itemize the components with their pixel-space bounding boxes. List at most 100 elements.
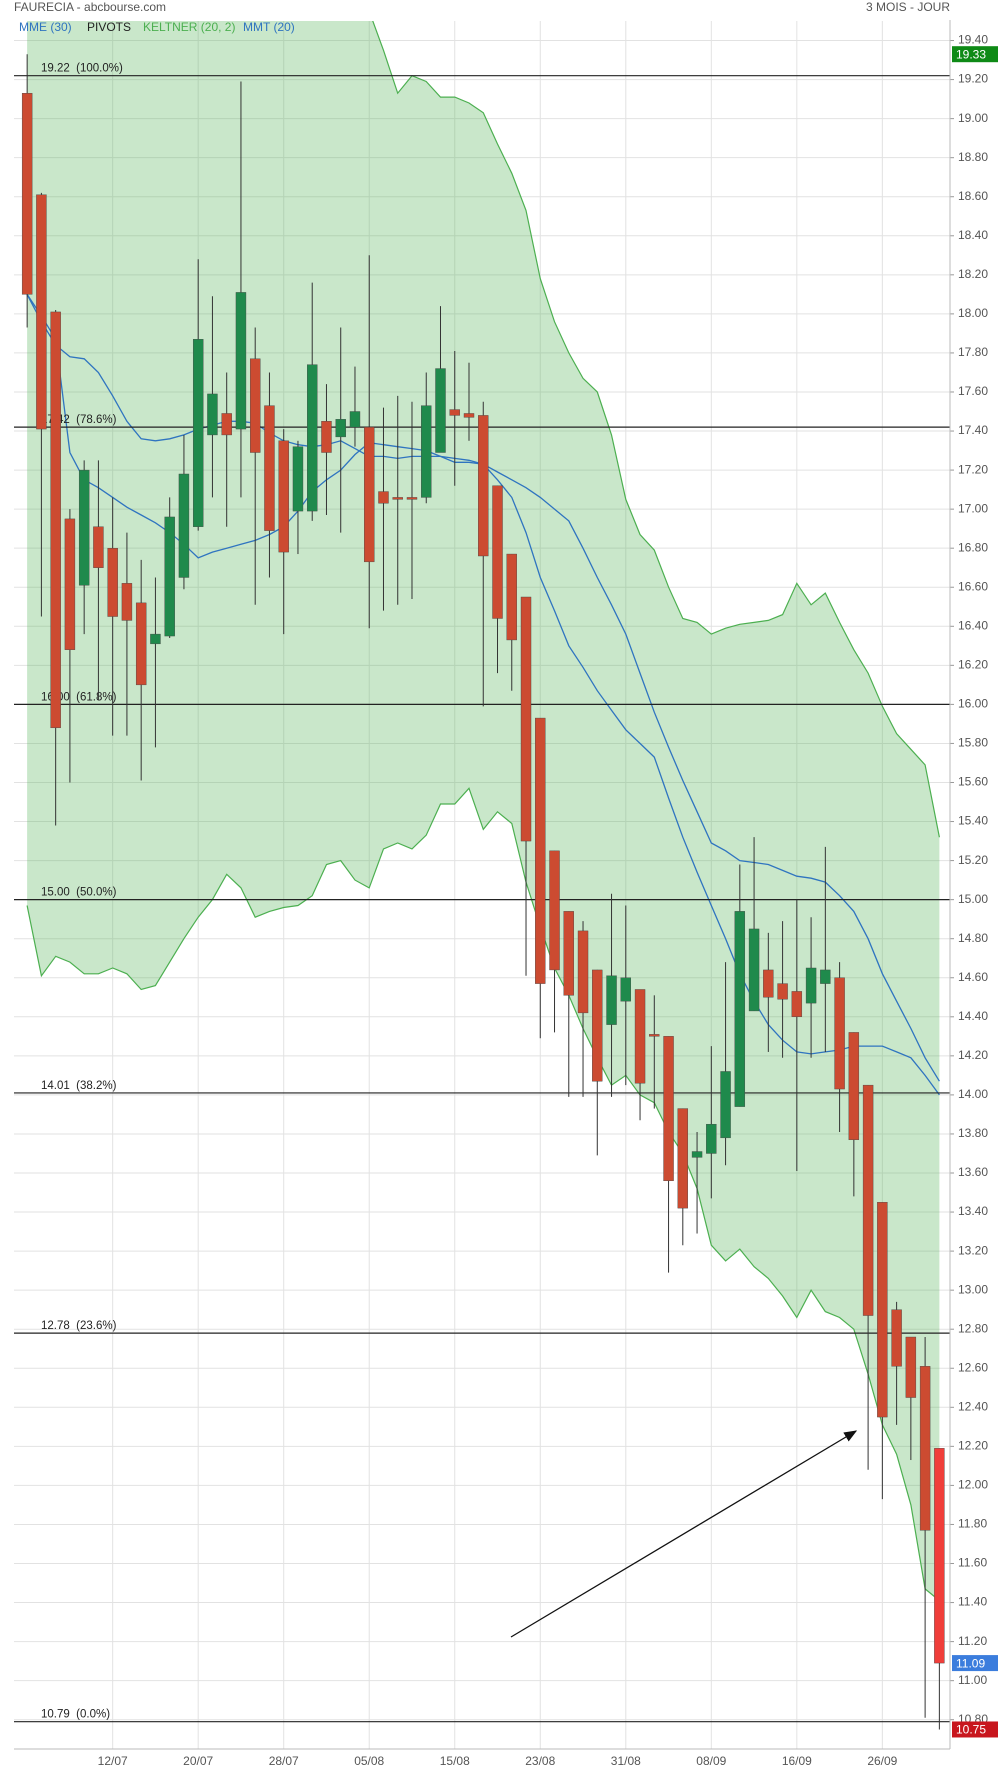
y-tick-label: 16.40	[958, 618, 988, 632]
candle-body	[805, 967, 817, 1004]
y-tick-label: 11.60	[958, 1556, 987, 1570]
y-tick-label: 13.20	[958, 1243, 988, 1257]
keltner-band	[27, 21, 940, 1601]
candle-body	[21, 93, 33, 295]
candle-body	[364, 426, 375, 563]
y-tick-label: 18.80	[958, 150, 988, 164]
candle-body	[221, 413, 232, 436]
candle-body	[934, 1448, 945, 1664]
candle-body	[834, 977, 845, 1090]
price-marker	[952, 46, 998, 63]
y-tick-label: 18.40	[958, 228, 988, 242]
x-tick-label: 15/08	[440, 1754, 470, 1768]
y-tick-label: 11.20	[958, 1634, 987, 1648]
x-tick-label: 28/07	[269, 1754, 299, 1768]
y-tick-label: 13.40	[958, 1204, 988, 1218]
candle-body	[820, 969, 831, 984]
y-tick-label: 12.20	[958, 1439, 988, 1453]
candle-body	[549, 850, 560, 971]
y-tick-label: 19.20	[958, 72, 988, 86]
candle-body	[421, 405, 432, 498]
x-tick-label: 23/08	[525, 1754, 555, 1768]
pivot-label: 19.22 (100.0%)	[41, 63, 123, 75]
legend-entry: MME (30)	[19, 20, 72, 34]
candle-body	[307, 364, 318, 512]
candle-body	[107, 547, 118, 617]
y-tick-label: 19.00	[958, 111, 988, 125]
y-tick-label: 17.20	[958, 462, 988, 476]
y-tick-label: 12.80	[958, 1321, 988, 1335]
candle-body	[720, 1071, 731, 1139]
price-marker	[952, 1655, 998, 1672]
candle-body	[563, 911, 574, 996]
candle-body	[264, 405, 275, 531]
candle-body	[278, 440, 289, 553]
candle-body	[848, 1032, 860, 1141]
y-tick-label: 15.80	[958, 736, 988, 750]
x-tick-label: 26/09	[867, 1754, 897, 1768]
y-tick-label: 13.00	[958, 1282, 988, 1296]
chart-subtitle: 3 MOIS - JOUR	[866, 0, 950, 14]
y-tick-label: 17.40	[958, 423, 988, 437]
candle-body	[791, 991, 803, 1017]
candle-body	[463, 413, 475, 418]
candle-body	[449, 409, 460, 416]
candle-body	[292, 446, 304, 512]
y-tick-label: 12.60	[958, 1360, 988, 1374]
candle-body	[649, 1034, 660, 1037]
candle-body	[663, 1036, 674, 1182]
x-tick-label: 31/08	[611, 1754, 641, 1768]
pivot-label: 10.79 (0.0%)	[41, 1709, 110, 1721]
candle-body	[905, 1336, 917, 1398]
price-marker	[952, 1721, 998, 1738]
candle-body	[677, 1108, 689, 1209]
candle-body	[435, 368, 446, 453]
candle-body	[121, 583, 133, 621]
candle-body	[620, 977, 631, 1002]
y-tick-label: 15.20	[958, 853, 988, 867]
y-tick-label: 19.40	[958, 33, 988, 47]
candle-body	[877, 1202, 888, 1418]
y-tick-label: 18.00	[958, 306, 988, 320]
candle-body	[706, 1123, 717, 1154]
y-tick-label: 18.60	[958, 189, 988, 203]
candle-body	[748, 928, 760, 1012]
price-marker-label: 11.09	[956, 1656, 985, 1670]
price-marker-label: 10.75	[956, 1723, 986, 1737]
candle-body	[478, 415, 489, 557]
y-tick-label: 15.00	[958, 892, 988, 906]
y-tick-label: 11.80	[958, 1517, 987, 1531]
y-tick-label: 16.80	[958, 540, 988, 554]
x-tick-label: 16/09	[782, 1754, 812, 1768]
candle-body	[777, 983, 788, 1000]
y-tick-label: 14.80	[958, 931, 988, 945]
x-tick-label: 08/09	[696, 1754, 726, 1768]
candle-body	[691, 1151, 703, 1158]
candle-body	[135, 602, 147, 686]
y-tick-label: 13.80	[958, 1126, 988, 1140]
candle-body	[335, 419, 346, 438]
candle-body	[506, 553, 517, 641]
candle-body	[50, 311, 61, 729]
candle-body	[734, 911, 746, 1107]
y-tick-label: 16.20	[958, 658, 988, 672]
candle-body	[192, 339, 204, 527]
y-tick-label: 11.40	[958, 1595, 987, 1609]
y-tick-label: 17.60	[958, 384, 988, 398]
chart-title: FAURECIA - abcbourse.com	[14, 0, 166, 14]
y-tick-label: 17.80	[958, 345, 988, 359]
candle-body	[207, 393, 218, 436]
plot-area	[14, 21, 950, 1749]
candle-body	[36, 194, 47, 430]
candle-body	[250, 358, 261, 453]
candle-body	[592, 969, 603, 1082]
y-tick-label: 14.00	[958, 1087, 988, 1101]
candle-body	[891, 1309, 902, 1367]
legend-entry: PIVOTS	[87, 20, 131, 34]
candle-body	[492, 485, 503, 619]
candle-body	[406, 497, 418, 500]
y-tick-label: 15.60	[958, 775, 988, 789]
x-tick-label: 05/08	[354, 1754, 384, 1768]
candle-body	[150, 633, 161, 645]
y-tick-label: 13.60	[958, 1165, 988, 1179]
